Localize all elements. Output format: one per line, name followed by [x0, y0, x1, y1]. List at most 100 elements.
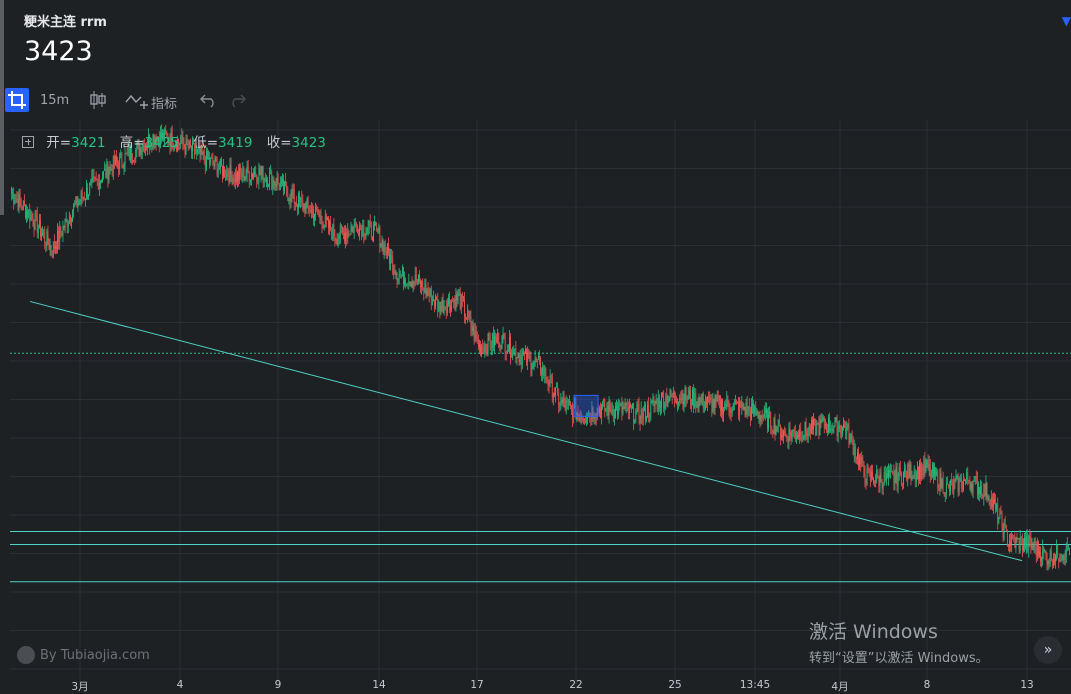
candle-body — [735, 401, 736, 403]
candle-body — [511, 356, 512, 358]
candle-body — [836, 417, 838, 437]
candle-body — [999, 513, 1001, 519]
candle-body — [827, 430, 828, 433]
candle-body — [619, 404, 621, 406]
candle-body — [590, 415, 592, 420]
candle-body — [324, 215, 326, 225]
candle-body — [509, 336, 510, 350]
candle-body — [303, 204, 305, 210]
candle-body — [100, 180, 101, 183]
candle-body — [1069, 549, 1070, 551]
candle-body — [563, 398, 565, 405]
candle-body — [658, 397, 660, 408]
candle-body — [556, 386, 557, 388]
candle-body — [651, 401, 653, 402]
candle-body — [427, 289, 429, 295]
candle-body — [412, 281, 414, 288]
candle-body — [456, 293, 458, 301]
candle-body — [800, 429, 802, 439]
candle-body — [44, 232, 46, 242]
candle-body — [413, 281, 415, 284]
candle-body — [970, 483, 972, 490]
candle-body — [37, 228, 39, 234]
price-chart[interactable] — [10, 120, 1071, 687]
candle-body — [119, 155, 121, 170]
candle-body — [1063, 555, 1065, 560]
candle-body — [579, 416, 581, 422]
candle-body — [1026, 536, 1028, 549]
candle-body — [646, 417, 647, 421]
candle-body — [294, 202, 296, 204]
candle-body — [410, 282, 412, 287]
candle-body — [819, 418, 821, 436]
candle-body — [610, 408, 612, 415]
x-tick-label: 4 — [176, 679, 184, 691]
candle-body — [279, 183, 281, 190]
candle-body — [339, 225, 341, 239]
candle-body — [1013, 537, 1015, 540]
candle-body — [846, 427, 848, 434]
left-scroll-edge[interactable] — [0, 0, 4, 215]
candle-body — [501, 335, 503, 350]
candle-body — [896, 467, 898, 486]
candle-body — [803, 435, 805, 437]
candle-body — [177, 139, 178, 150]
candle-body — [368, 221, 370, 227]
candle-body — [743, 407, 745, 410]
candle-body — [586, 419, 587, 421]
indicators-button[interactable]: 指标 — [151, 97, 178, 112]
candle-body — [676, 400, 677, 404]
candle-body — [466, 317, 467, 319]
candle-body — [746, 402, 748, 414]
candle-body — [512, 354, 514, 358]
candle-body — [397, 278, 399, 281]
candle-body — [75, 196, 77, 204]
candle-body — [522, 352, 524, 355]
candle-body — [732, 403, 734, 411]
candle-body — [403, 266, 404, 285]
candle-body — [1042, 546, 1044, 560]
candle-body — [963, 480, 964, 490]
candle-body — [283, 178, 284, 192]
candle-body — [358, 233, 359, 236]
candle-body — [857, 452, 858, 459]
candle-body — [257, 181, 259, 183]
interval-selector[interactable]: 15m — [40, 93, 70, 108]
candle-body — [851, 434, 853, 442]
corner-arrow-icon[interactable]: ▼ — [1061, 14, 1071, 28]
candle-body — [333, 224, 335, 237]
candle-body — [788, 428, 790, 443]
candle-body — [804, 422, 806, 436]
candle-body — [907, 463, 909, 480]
candle-body — [1044, 550, 1046, 553]
chevron-double-right-icon[interactable]: » — [1034, 636, 1062, 664]
candle-body — [288, 199, 290, 201]
candle-body — [12, 192, 13, 194]
candle-body — [699, 398, 701, 399]
candle-body — [158, 138, 160, 147]
candle-body — [606, 406, 608, 409]
candle-body — [601, 406, 602, 417]
candle-body — [786, 434, 788, 439]
redo-icon[interactable] — [228, 92, 246, 112]
undo-icon[interactable] — [200, 92, 218, 112]
candle-body — [136, 143, 138, 150]
candle-body — [952, 482, 954, 492]
plus-square-icon[interactable] — [22, 136, 34, 148]
candle-body — [237, 171, 238, 182]
crop-icon[interactable] — [5, 88, 29, 112]
candle-body — [173, 145, 175, 148]
indicator-icon[interactable] — [125, 91, 149, 115]
candle-body — [707, 396, 708, 405]
candle-body — [405, 279, 406, 286]
candle-body — [945, 483, 947, 494]
candle-body — [1017, 538, 1019, 540]
x-tick-label: 8 — [923, 679, 931, 691]
candle-body — [488, 334, 490, 341]
candle-body — [29, 210, 31, 222]
candle-body — [24, 201, 25, 206]
candlestick-icon[interactable] — [89, 90, 107, 114]
candle-body — [230, 164, 232, 175]
candle-body — [951, 480, 953, 483]
candle-body — [508, 349, 509, 351]
